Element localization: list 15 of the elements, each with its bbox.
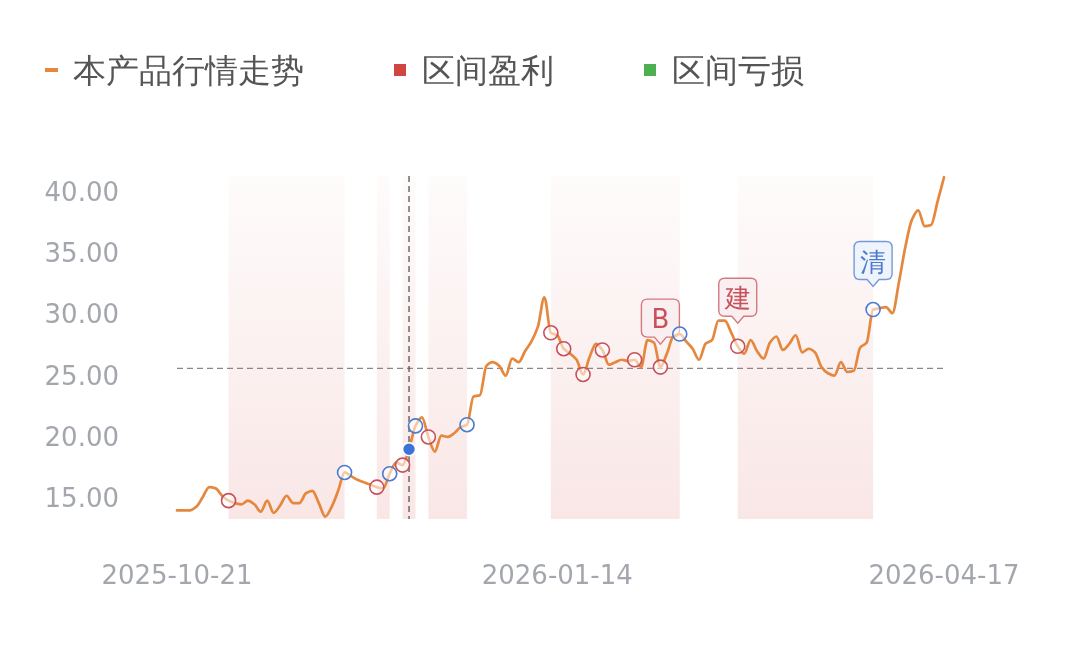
x-tick-label: 2026-01-14 (481, 560, 633, 590)
y-tick-label: 20.00 (44, 421, 119, 452)
y-tick-label: 15.00 (44, 483, 119, 514)
y-tick-label: 35.00 (44, 238, 119, 269)
legend-text: 区间盈利 (422, 50, 554, 90)
legend-text: 本产品行情走势 (73, 50, 304, 90)
legend-text: 区间亏损 (672, 50, 804, 90)
y-tick-label: 40.00 (44, 176, 119, 207)
y-tick-label: 30.00 (44, 299, 119, 330)
point-label: 建 (724, 283, 751, 314)
x-tick-label: 2026-04-17 (868, 560, 1020, 590)
x-tick-label: 2025-10-21 (101, 560, 253, 590)
point-label: B (651, 304, 670, 335)
y-tick-label: 25.00 (44, 360, 119, 391)
point-label: 清 (860, 246, 887, 277)
